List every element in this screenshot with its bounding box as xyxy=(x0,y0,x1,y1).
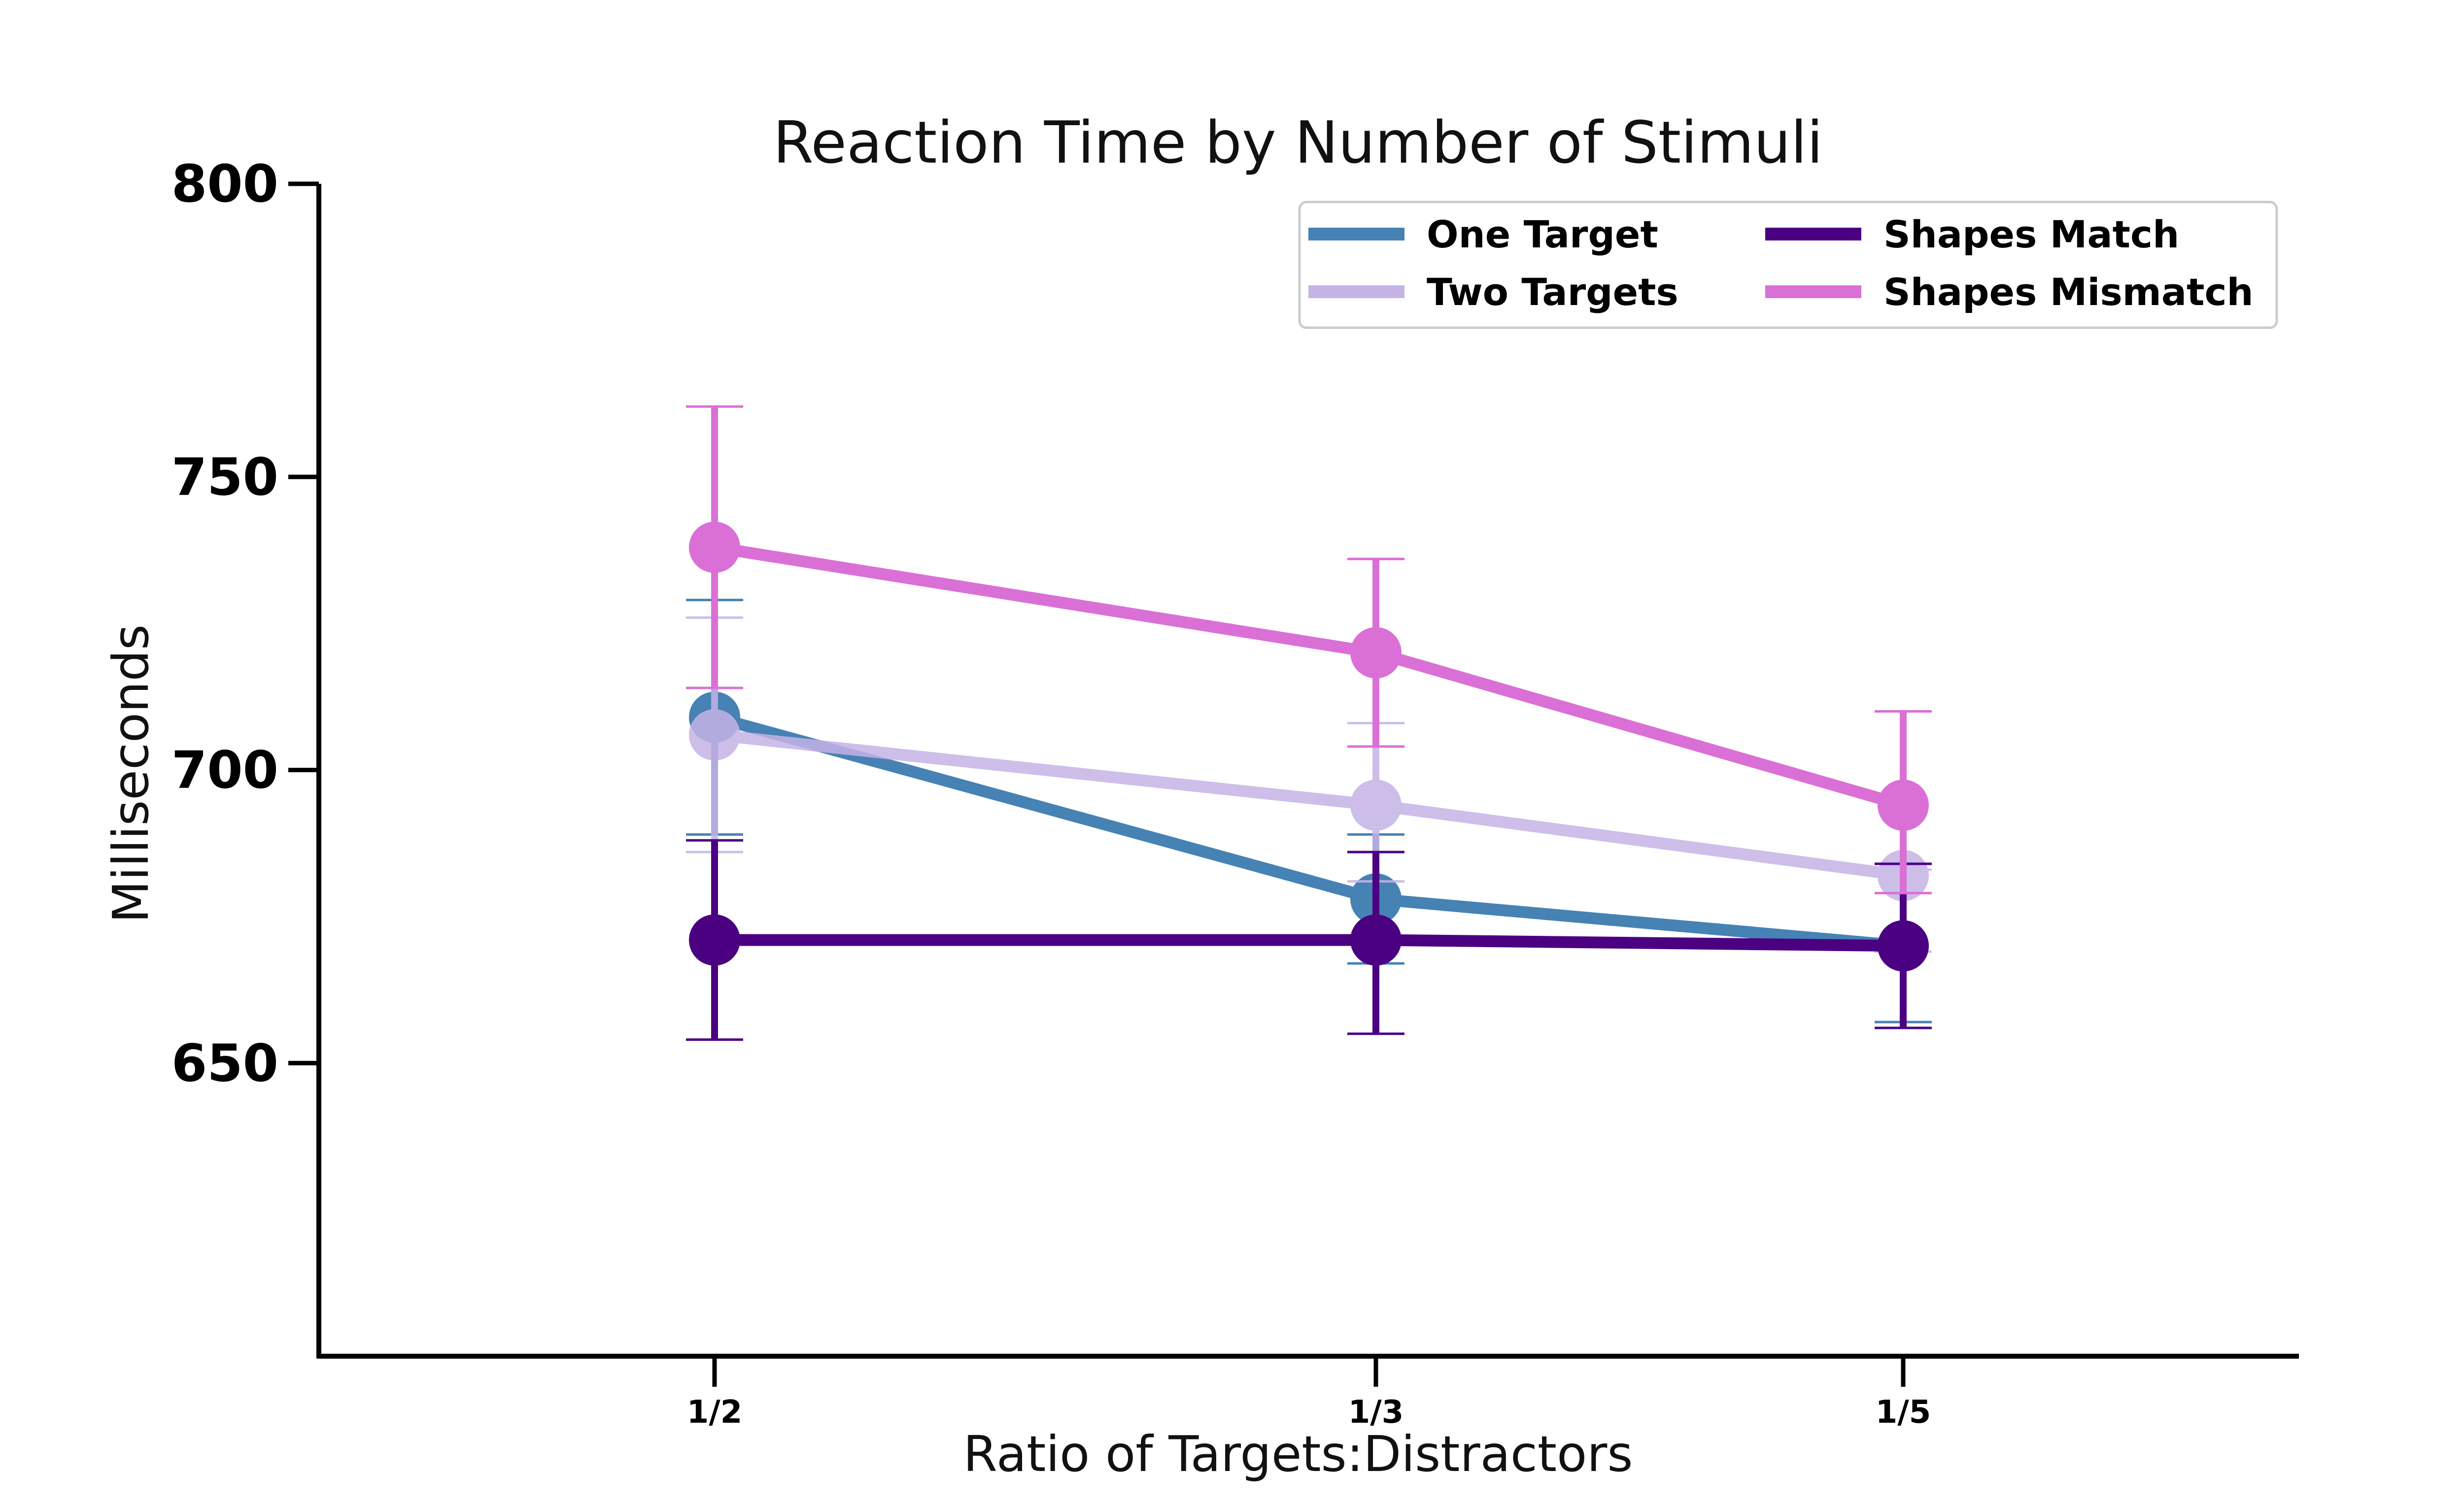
legend: One Target Two Targets Shapes Match Shapes … xyxy=(1298,201,2278,329)
x-tick-label: 1/5 xyxy=(1876,1394,1931,1431)
series-shapes-mismatch xyxy=(686,405,1932,894)
legend-entry: Shapes Mismatch xyxy=(1883,270,2254,314)
y-tick-label: 650 xyxy=(171,1033,278,1093)
series-layer xyxy=(686,405,1932,1041)
y-tick-label: 700 xyxy=(171,740,278,800)
legend-entry: One Target xyxy=(1427,212,1658,256)
axes: 650 700 750 800 1/2 1/3 1/5 xyxy=(171,154,2299,1431)
chart-title: Reaction Time by Number of Stimuli xyxy=(773,108,1823,176)
data-point xyxy=(689,709,740,761)
y-tick-label: 750 xyxy=(171,447,278,507)
series-shapes-match xyxy=(686,839,1932,1041)
data-point xyxy=(689,914,740,966)
data-point xyxy=(1350,914,1402,966)
legend-box xyxy=(1298,201,2278,329)
data-point xyxy=(1350,627,1402,679)
series-one-target xyxy=(686,599,1932,1024)
data-point xyxy=(1878,920,1929,972)
y-axis-label: Milliseconds xyxy=(102,624,160,923)
y-tick-label: 800 xyxy=(171,154,278,214)
data-point xyxy=(1350,779,1402,831)
data-point xyxy=(1878,779,1929,831)
x-tick-label: 1/3 xyxy=(1348,1394,1403,1431)
x-axis-label: Ratio of Targets:Distractors xyxy=(963,1425,1633,1483)
legend-entry: Shapes Match xyxy=(1883,212,2179,256)
legend-entry: Two Targets xyxy=(1427,270,1678,314)
data-point xyxy=(689,521,740,573)
x-tick-label: 1/2 xyxy=(687,1394,742,1431)
series-line xyxy=(715,934,1904,952)
series-two-targets xyxy=(686,616,1932,953)
